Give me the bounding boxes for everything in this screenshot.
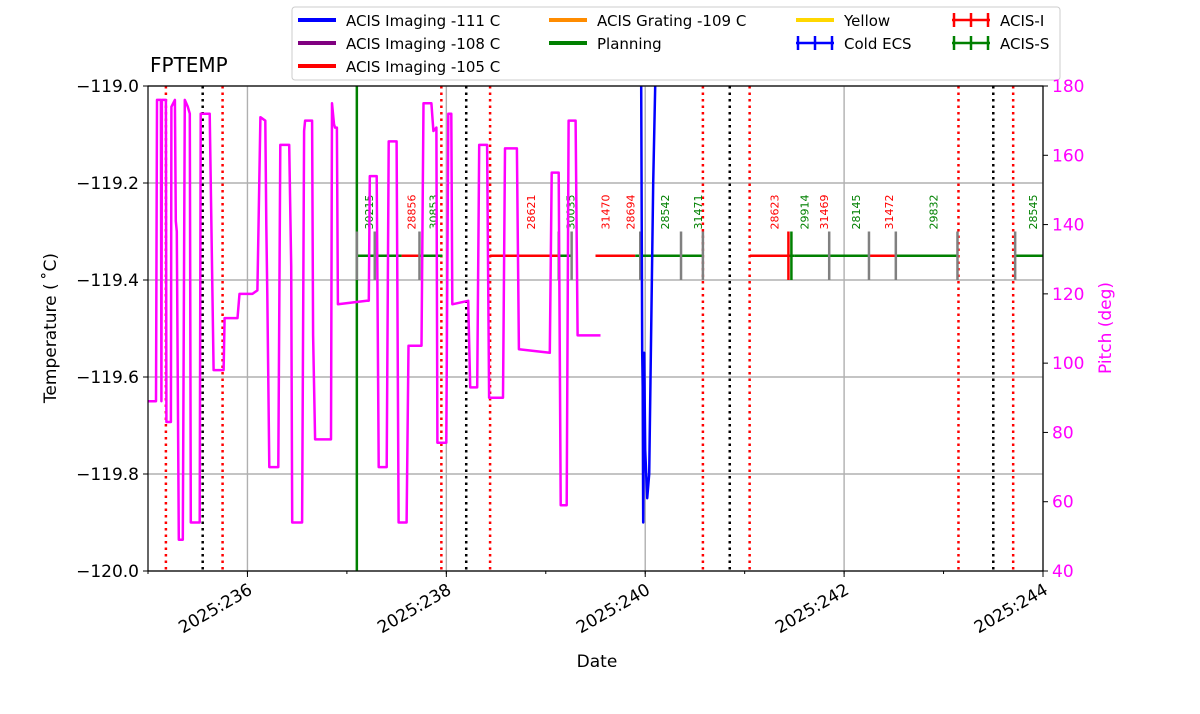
legend-label: ACIS-I [1000,12,1044,30]
obsid-label: 28542 [659,195,672,230]
y-axis-label: Temperature ( ˚C) [40,253,61,404]
y-tick-label: −119.4 [76,271,139,291]
legend-label: ACIS Imaging -105 C [346,58,500,76]
y2-tick-label: 80 [1052,423,1074,443]
legend-label: ACIS Imaging -108 C [346,35,500,53]
x-axis-label: Date [577,652,618,672]
y2-tick-label: 40 [1052,562,1074,582]
legend-label: Yellow [843,12,890,30]
y-tick-label: −119.0 [76,77,139,97]
obsid-label: 28145 [850,195,863,230]
y2-tick-label: 140 [1052,216,1084,236]
obsid-label: 29914 [798,195,811,230]
y-tick-label: −119.2 [76,174,139,194]
y2-tick-label: 120 [1052,285,1084,305]
y-axis-left: −120.0 −119.8 −119.6 −119.4 −119.2 −119.0 [76,77,148,582]
obsid-label: 29832 [928,195,941,230]
plot-frame [147,85,1044,572]
y-tick-label: −120.0 [76,562,139,582]
y2-tick-label: 180 [1052,77,1084,97]
y-tick-label: −119.8 [76,465,139,485]
legend-frame [291,6,1061,81]
legend-label: ACIS Grating -109 C [597,12,746,30]
y2-tick-label: 60 [1052,493,1074,513]
obsid-label: 31472 [883,195,896,230]
obsid-label: 28545 [1027,195,1040,230]
y2-tick-label: 160 [1052,146,1084,166]
obsid-label: 28856 [406,195,419,230]
pitch-line [148,98,601,542]
y-tick-label: −119.6 [76,368,139,388]
legend-label: ACIS-S [1000,35,1049,53]
obsid-label: 28621 [525,195,538,230]
obsid-label: 31470 [599,195,612,230]
legend-label: Planning [597,35,662,53]
y-axis-right: 40 60 80 100 120 140 160 180 [1043,77,1084,582]
legend-label: Cold ECS [844,35,912,53]
y2-tick-label: 100 [1052,354,1084,374]
obsid-label: 28694 [624,195,637,230]
obsid-label: 30853 [427,195,440,230]
obsid-label: 31469 [818,195,831,230]
legend: ACIS Imaging -111 C ACIS Imaging -108 C AC… [291,6,1061,81]
y2-axis-label: Pitch (deg) [1096,282,1116,374]
legend-label: ACIS Imaging -111 C [346,12,500,30]
fptemp-line [639,85,657,524]
chart-title: FPTEMP [150,53,228,77]
obsid-label: 31471 [692,195,705,230]
obsid-label: 28623 [769,195,782,230]
marker-lines [164,86,1015,571]
data-series [148,85,657,542]
